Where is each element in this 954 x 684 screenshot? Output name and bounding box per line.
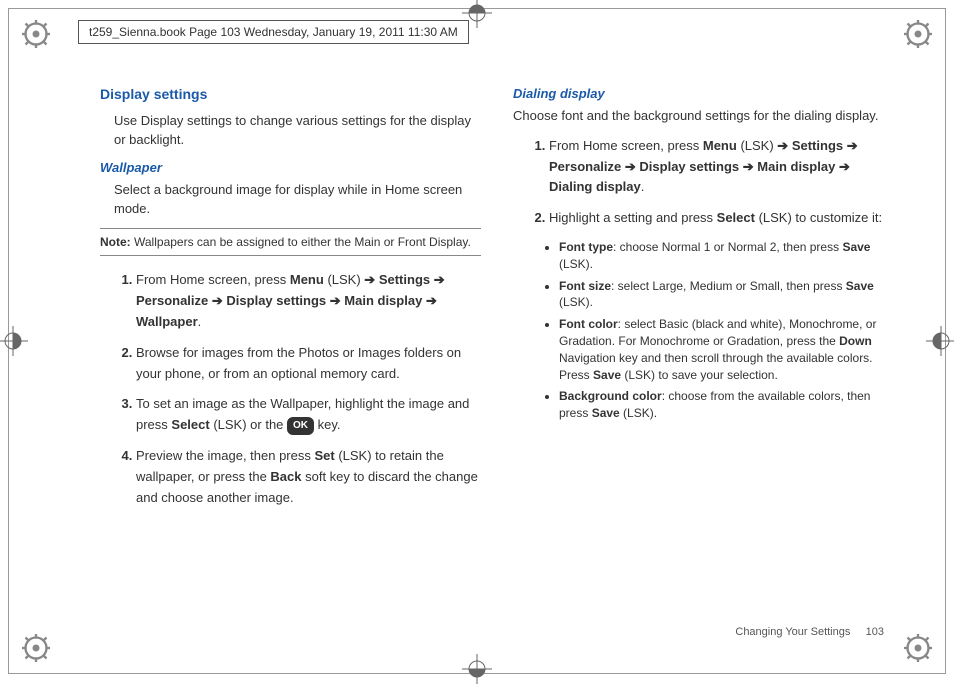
option-font-color: Font color: select Basic (black and whit… xyxy=(559,316,894,383)
heading-dialing-display: Dialing display xyxy=(513,86,894,101)
page-footer: Changing Your Settings 103 xyxy=(735,626,884,638)
dialing-steps: From Home screen, press Menu (LSK) ➔ Set… xyxy=(549,136,894,229)
step-2: Browse for images from the Photos or Ima… xyxy=(136,343,481,385)
step-3: To set an image as the Wallpaper, highli… xyxy=(136,394,481,436)
customize-options: Font type: choose Normal 1 or Normal 2, … xyxy=(559,239,894,422)
heading-wallpaper: Wallpaper xyxy=(100,160,481,175)
option-font-size: Font size: select Large, Medium or Small… xyxy=(559,278,894,312)
gear-icon xyxy=(22,634,50,662)
pdf-header-text: t259_Sienna.book Page 103 Wednesday, Jan… xyxy=(89,25,458,39)
option-font-type: Font type: choose Normal 1 or Normal 2, … xyxy=(559,239,894,273)
step-1: From Home screen, press Menu (LSK) ➔ Set… xyxy=(549,136,894,198)
left-column: Display settings Use Display settings to… xyxy=(100,86,481,612)
page-content: Display settings Use Display settings to… xyxy=(100,86,894,612)
step-4: Preview the image, then press Set (LSK) … xyxy=(136,446,481,508)
registration-mark-icon xyxy=(462,654,492,684)
right-column: Dialing display Choose font and the back… xyxy=(513,86,894,612)
wallpaper-intro: Select a background image for display wh… xyxy=(114,181,481,219)
footer-page: 103 xyxy=(866,626,884,638)
ok-key-icon: OK xyxy=(287,417,314,435)
note-box: Note: Wallpapers can be assigned to eith… xyxy=(100,228,481,256)
heading-display-settings: Display settings xyxy=(100,86,481,102)
pdf-header-bar: t259_Sienna.book Page 103 Wednesday, Jan… xyxy=(78,20,469,44)
note-text: Wallpapers can be assigned to either the… xyxy=(131,235,471,249)
option-bg-color: Background color: choose from the availa… xyxy=(559,388,894,422)
step-2: Highlight a setting and press Select (LS… xyxy=(549,208,894,229)
note-label: Note: xyxy=(100,235,131,249)
display-settings-intro: Use Display settings to change various s… xyxy=(114,112,481,150)
registration-mark-icon xyxy=(0,326,28,356)
registration-mark-icon xyxy=(926,326,954,356)
gear-icon xyxy=(904,20,932,48)
wallpaper-steps: From Home screen, press Menu (LSK) ➔ Set… xyxy=(136,270,481,508)
footer-section: Changing Your Settings xyxy=(735,626,850,638)
gear-icon xyxy=(904,634,932,662)
step-1: From Home screen, press Menu (LSK) ➔ Set… xyxy=(136,270,481,332)
gear-icon xyxy=(22,20,50,48)
dialing-intro: Choose font and the background settings … xyxy=(513,107,894,126)
